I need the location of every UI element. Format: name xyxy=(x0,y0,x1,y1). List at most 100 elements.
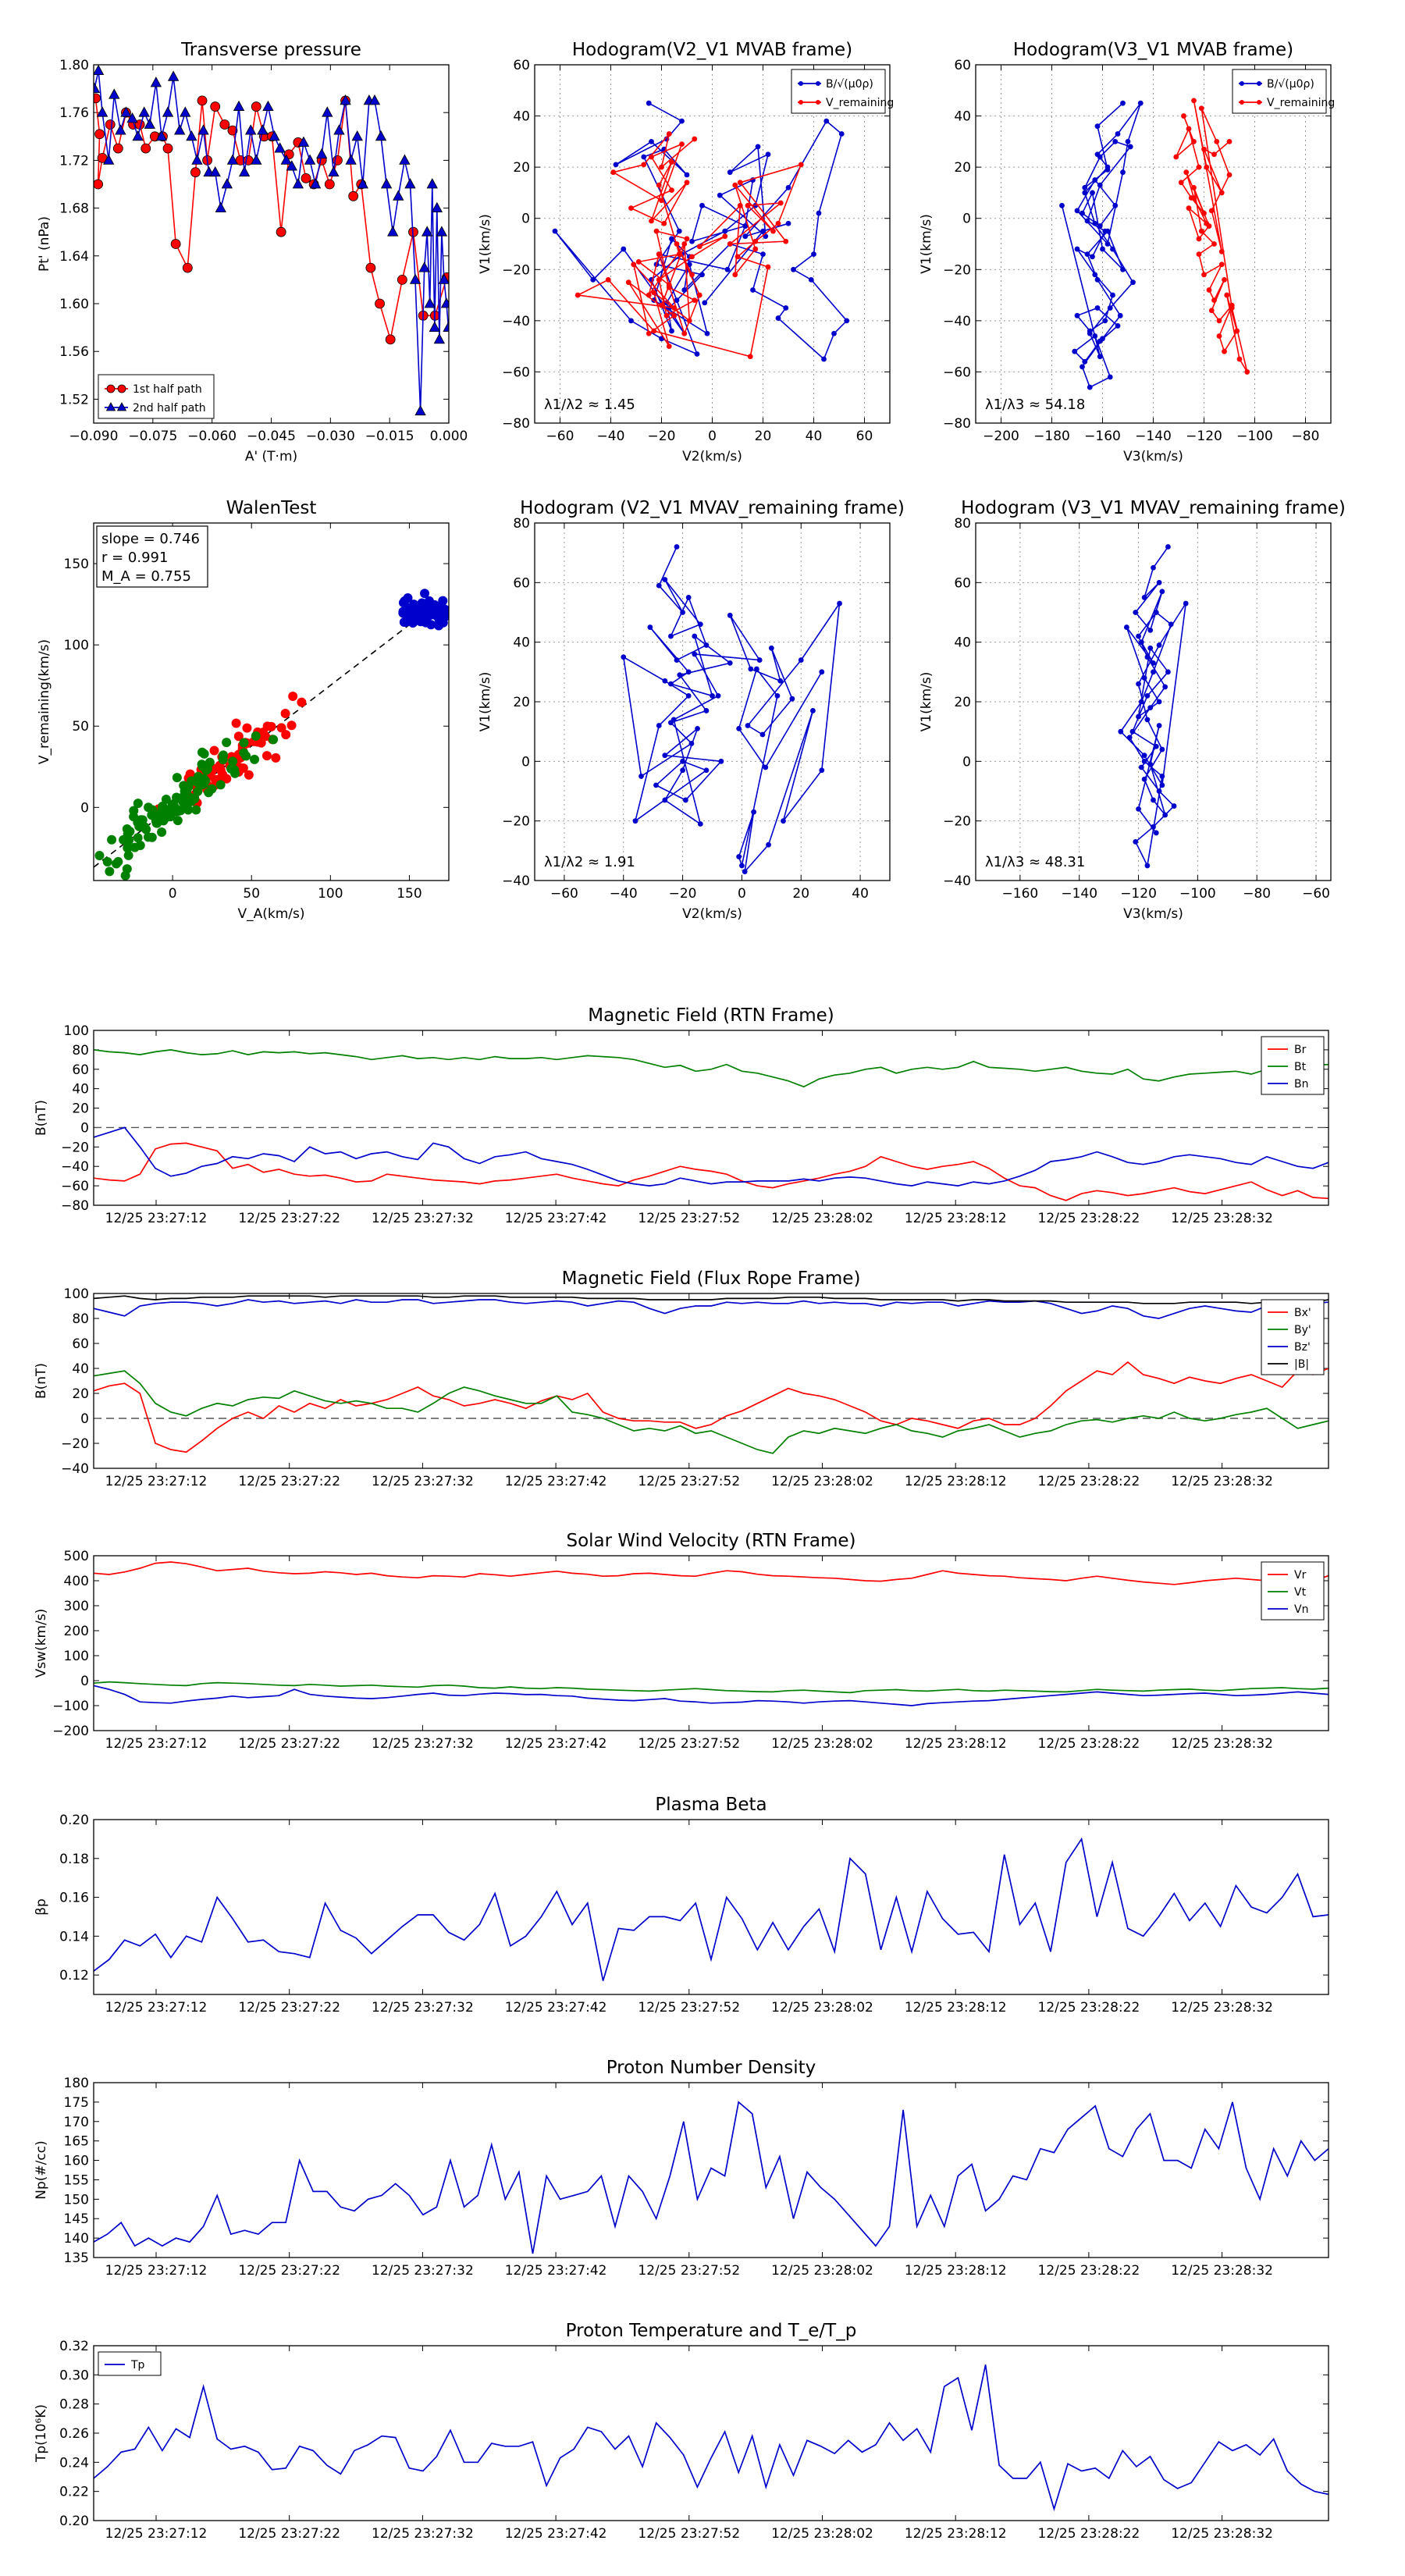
data-point xyxy=(1206,223,1212,229)
y-axis-label: B(nT) xyxy=(34,1363,49,1399)
data-point xyxy=(670,717,677,723)
data-point xyxy=(351,130,363,141)
data-point xyxy=(694,351,700,357)
data-point xyxy=(789,696,795,702)
data-point xyxy=(1222,348,1227,354)
scatter-point xyxy=(123,843,133,853)
data-point xyxy=(704,330,710,336)
data-point xyxy=(766,841,771,848)
scatter-point xyxy=(191,805,201,815)
data-point xyxy=(1097,223,1103,229)
data-point xyxy=(1186,205,1192,211)
data-point xyxy=(108,88,120,99)
legend-box xyxy=(1232,69,1327,114)
x-tick-label: 12/25 23:27:52 xyxy=(638,1736,740,1752)
scatter-point xyxy=(197,747,207,757)
data-point xyxy=(238,165,251,177)
data-point xyxy=(774,692,781,699)
data-point xyxy=(651,328,657,334)
data-point xyxy=(1153,830,1159,836)
data-point xyxy=(227,125,238,136)
scatter-point xyxy=(222,774,232,784)
y-tick-label: 175 xyxy=(64,2095,89,2111)
data-point xyxy=(429,321,440,333)
data-point xyxy=(1144,863,1151,869)
data-point xyxy=(1218,248,1225,254)
fit-stats-line: slope = 0.746 xyxy=(101,531,200,547)
x-tick-label: 12/25 23:28:22 xyxy=(1038,2263,1140,2279)
data-point xyxy=(777,200,784,206)
y-tick-label: 0 xyxy=(521,754,530,770)
scatter-point xyxy=(169,799,179,809)
y-tick-label: −60 xyxy=(943,365,971,380)
data-point xyxy=(649,154,654,160)
data-point xyxy=(219,119,230,130)
x-tick-label: 12/25 23:28:22 xyxy=(1038,1736,1140,1752)
data-point xyxy=(777,678,784,684)
data-point xyxy=(1141,675,1147,681)
data-point xyxy=(703,767,710,774)
data-point xyxy=(1130,279,1136,286)
data-point xyxy=(765,264,771,270)
y-tick-label: −40 xyxy=(61,1461,89,1477)
data-point xyxy=(649,138,654,144)
data-point xyxy=(756,657,763,663)
chart-title: Magnetic Field (Flux Rope Frame) xyxy=(562,1268,861,1289)
legend-label: Bz' xyxy=(1294,1341,1311,1354)
scatter-point xyxy=(401,605,411,615)
scatter-point xyxy=(130,842,140,852)
data-point xyxy=(1196,251,1202,258)
data-point xyxy=(1082,184,1088,190)
data-point xyxy=(710,692,715,699)
data-point xyxy=(1244,369,1250,375)
chart-np: Proton Number Density Np(#/cc) 12/25 23:27… xyxy=(34,2058,1329,2279)
y-tick-label: 20 xyxy=(513,695,530,710)
data-point xyxy=(1141,776,1147,782)
x-tick-label: 12/25 23:28:02 xyxy=(771,1736,873,1752)
data-point xyxy=(340,94,351,105)
y-tick-label: 400 xyxy=(64,1574,89,1589)
scatter-point xyxy=(205,757,215,767)
x-tick-label: −0.015 xyxy=(365,429,414,444)
data-point xyxy=(1059,202,1065,208)
fit-stats-line: M_A = 0.755 xyxy=(101,568,191,585)
data-point xyxy=(324,179,335,190)
y-tick-label: 300 xyxy=(64,1599,89,1614)
data-point xyxy=(438,273,449,284)
data-point xyxy=(162,143,173,154)
x-tick-label: −40 xyxy=(597,429,625,444)
data-point xyxy=(1104,241,1111,247)
y-tick-label: 0.16 xyxy=(59,1891,89,1906)
y-tick-label: 1.64 xyxy=(59,249,89,265)
y-tick-label: 500 xyxy=(64,1549,89,1564)
data-point xyxy=(753,666,759,672)
data-point xyxy=(692,136,698,142)
data-point xyxy=(1144,717,1151,723)
chart-title: Hodogram(V2_V1 MVAB frame) xyxy=(572,40,852,60)
data-point xyxy=(646,292,652,298)
scatter-point xyxy=(173,816,183,826)
scatter-point xyxy=(271,753,281,763)
data-point xyxy=(262,100,274,111)
data-point xyxy=(770,228,776,234)
data-point xyxy=(775,315,781,321)
data-point xyxy=(297,136,310,147)
data-point xyxy=(1191,195,1197,201)
data-point xyxy=(251,101,261,112)
y-tick-label: 0.30 xyxy=(59,2368,89,2383)
scatter-point xyxy=(133,833,143,843)
data-point xyxy=(808,277,814,283)
hodo1-data xyxy=(552,100,850,362)
data-point xyxy=(1112,138,1119,144)
data-point xyxy=(674,657,680,663)
data-point xyxy=(1201,272,1207,278)
data-point xyxy=(605,277,611,283)
data-point xyxy=(385,334,396,345)
data-point xyxy=(625,279,631,286)
data-point xyxy=(1118,728,1124,735)
data-point xyxy=(182,262,193,273)
x-tick-label: 12/25 23:28:22 xyxy=(1038,1211,1140,1226)
data-point xyxy=(666,131,672,137)
x-tick-label: 12/25 23:27:12 xyxy=(105,2263,208,2279)
x-tick-label: 50 xyxy=(243,886,260,902)
